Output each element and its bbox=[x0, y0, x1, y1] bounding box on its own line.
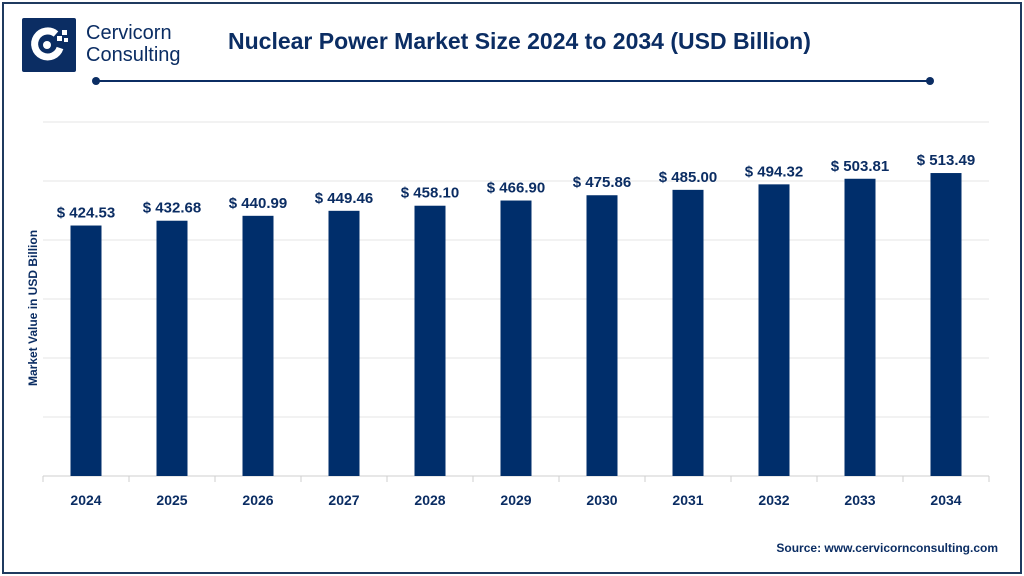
x-tick-label-2031: 2031 bbox=[672, 492, 703, 508]
brand-line-1: Cervicorn bbox=[86, 22, 172, 44]
data-label-2033: $ 503.81 bbox=[831, 158, 889, 175]
data-label-2034: $ 513.49 bbox=[917, 152, 975, 169]
data-label-2030: $ 475.86 bbox=[573, 174, 631, 191]
data-label-2027: $ 449.46 bbox=[315, 190, 373, 207]
bar-2029 bbox=[500, 200, 532, 477]
data-label-2032: $ 494.32 bbox=[745, 163, 803, 180]
bar-2031 bbox=[672, 189, 704, 476]
source-text: Source: www.cervicornconsulting.com bbox=[776, 541, 998, 555]
x-tick-label-2030: 2030 bbox=[586, 492, 617, 508]
x-tick-label-2026: 2026 bbox=[242, 492, 273, 508]
data-label-2031: $ 485.00 bbox=[659, 169, 717, 186]
title-underline bbox=[96, 80, 930, 82]
x-tick-label-2025: 2025 bbox=[156, 492, 187, 508]
x-tick-label-2024: 2024 bbox=[70, 492, 101, 508]
bar-2030 bbox=[586, 195, 618, 476]
x-tick-label-2033: 2033 bbox=[844, 492, 875, 508]
data-label-2026: $ 440.99 bbox=[229, 195, 287, 212]
data-label-2029: $ 466.90 bbox=[487, 180, 545, 197]
bar-2027 bbox=[328, 210, 360, 476]
data-label-2024: $ 424.53 bbox=[57, 205, 115, 222]
bar-2026 bbox=[242, 215, 274, 476]
bar-2033 bbox=[844, 178, 876, 476]
bar-2024 bbox=[70, 225, 102, 476]
x-tick-label-2032: 2032 bbox=[758, 492, 789, 508]
x-tick-label-2028: 2028 bbox=[414, 492, 445, 508]
x-tick-label-2027: 2027 bbox=[328, 492, 359, 508]
bar-2025 bbox=[156, 220, 188, 476]
brand-line-2: Consulting bbox=[86, 44, 181, 66]
y-axis-label: Market Value in USD Billion bbox=[26, 230, 40, 386]
data-label-2028: $ 458.10 bbox=[401, 185, 459, 202]
brand-name: Cervicorn Consulting bbox=[86, 22, 181, 66]
bar-2028 bbox=[414, 205, 446, 476]
bar-2032 bbox=[758, 184, 790, 476]
data-label-2025: $ 432.68 bbox=[143, 200, 201, 217]
x-tick-label-2034: 2034 bbox=[930, 492, 961, 508]
rule-dot-right bbox=[926, 77, 934, 85]
x-tick-label-2029: 2029 bbox=[500, 492, 531, 508]
cervicorn-logo-icon bbox=[22, 18, 76, 72]
chart-title: Nuclear Power Market Size 2024 to 2034 (… bbox=[228, 28, 811, 54]
bar-2034 bbox=[930, 173, 962, 476]
